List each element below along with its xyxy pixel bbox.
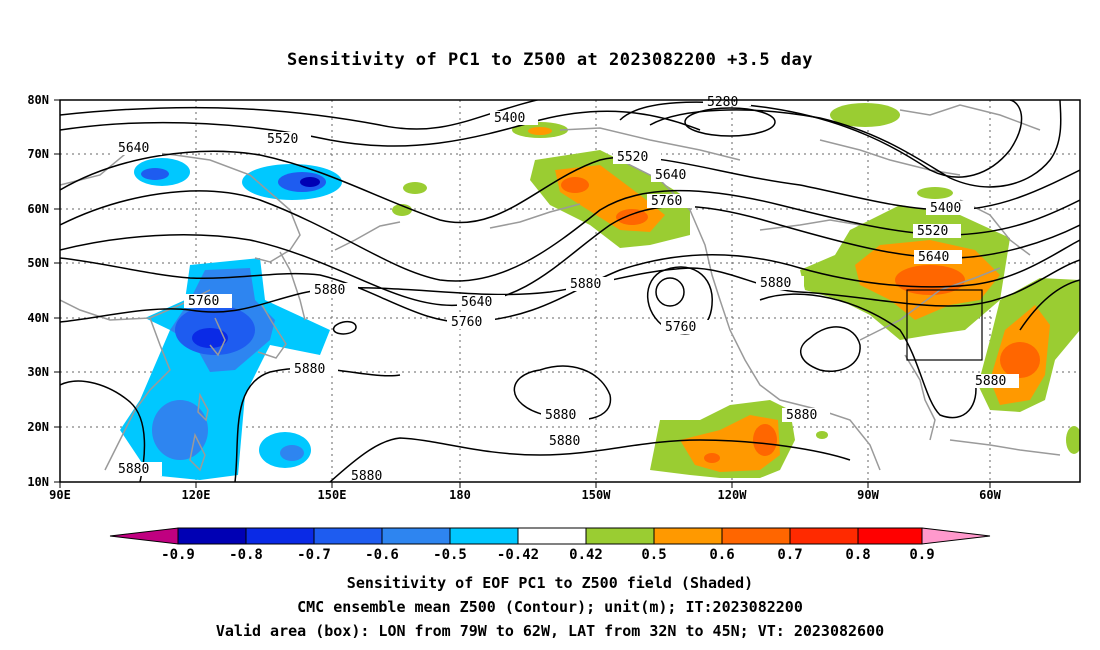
colorbar-segment bbox=[789, 527, 859, 545]
caption-shaded: Sensitivity of EOF PC1 to Z500 field (Sh… bbox=[346, 574, 754, 592]
lat-label: 20N bbox=[27, 420, 49, 434]
contour-label-5880: 5880 bbox=[294, 362, 325, 377]
colorbar-label: 0.6 bbox=[709, 547, 734, 563]
lat-label: 30N bbox=[27, 365, 49, 379]
colorbar-label: 0.8 bbox=[845, 547, 870, 563]
colorbar-triangle-low bbox=[109, 527, 179, 545]
contour-label-5760: 5760 bbox=[665, 320, 696, 335]
lon-label: 90W bbox=[857, 488, 879, 502]
contour-labels: 5280 5400 5400 5520 5520 5520 5640 5640 … bbox=[114, 95, 1019, 484]
contour-label-5760: 5760 bbox=[188, 294, 219, 309]
contour-label-5880: 5880 bbox=[549, 434, 580, 449]
colorbar-segment bbox=[585, 527, 655, 545]
colorbar-segment bbox=[721, 527, 791, 545]
contour-label-5520: 5520 bbox=[267, 132, 298, 147]
colorbar-segment bbox=[653, 527, 723, 545]
contour-label-5880: 5880 bbox=[760, 276, 791, 291]
lon-label: 180 bbox=[449, 488, 471, 502]
contour-label-5640: 5640 bbox=[655, 168, 686, 183]
colorbar-segment bbox=[517, 527, 587, 545]
colorbar-label: -0.7 bbox=[297, 547, 331, 563]
lon-label: 60W bbox=[979, 488, 1001, 502]
contour-label-5880: 5880 bbox=[314, 283, 345, 298]
contour-label-5640: 5640 bbox=[461, 295, 492, 310]
lon-label: 120W bbox=[718, 488, 748, 502]
colorbar-label: 0.42 bbox=[569, 547, 603, 563]
contour-label-5880: 5880 bbox=[351, 469, 382, 484]
lat-label: 70N bbox=[27, 147, 49, 161]
caption-valid-area: Valid area (box): LON from 79W to 62W, L… bbox=[215, 622, 885, 640]
contour-label-5640: 5640 bbox=[118, 141, 149, 156]
contour-label-5520: 5520 bbox=[617, 150, 648, 165]
lat-label: 50N bbox=[27, 256, 49, 270]
contour-label-5520: 5520 bbox=[917, 224, 948, 239]
axis-ticks bbox=[54, 99, 991, 488]
contour-label-5400: 5400 bbox=[930, 201, 961, 216]
colorbar-segment bbox=[857, 527, 923, 545]
contour-label-5760: 5760 bbox=[651, 194, 682, 209]
colorbar-label: 0.5 bbox=[641, 547, 666, 563]
longitude-labels: 90E 120E 150E 180 150W 120W 90W 60W bbox=[49, 488, 1001, 502]
colorbar-label: 0.9 bbox=[909, 547, 934, 563]
colorbar-label: -0.8 bbox=[229, 547, 263, 563]
lon-label: 150E bbox=[318, 488, 347, 502]
contour-label-5640: 5640 bbox=[918, 250, 949, 265]
colorbar-triangle-high bbox=[921, 527, 991, 545]
colorbar-label: 0.7 bbox=[777, 547, 802, 563]
lon-label: 150W bbox=[582, 488, 612, 502]
colorbar-label: -0.42 bbox=[497, 547, 539, 563]
contour-label-5880: 5880 bbox=[570, 277, 601, 292]
colorbar: -0.9 -0.8 -0.7 -0.6 -0.5 -0.42 0.42 0.5 … bbox=[109, 527, 991, 563]
negative-sensitivity-shading bbox=[120, 158, 342, 480]
colorbar-segment bbox=[449, 527, 519, 545]
contour-label-5760: 5760 bbox=[451, 315, 482, 330]
contour-label-5880: 5880 bbox=[118, 462, 149, 477]
contour-label-5880: 5880 bbox=[786, 408, 817, 423]
lat-label: 80N bbox=[27, 93, 49, 107]
valid-area-box bbox=[906, 289, 983, 361]
colorbar-segment bbox=[381, 527, 451, 545]
contour-label-5880: 5880 bbox=[975, 374, 1006, 389]
colorbar-segment bbox=[313, 527, 383, 545]
colorbar-label: -0.5 bbox=[433, 547, 467, 563]
colorbar-label: -0.6 bbox=[365, 547, 399, 563]
contour-label-5880: 5880 bbox=[545, 408, 576, 423]
map-title: Sensitivity of PC1 to Z500 at 2023082200… bbox=[286, 50, 813, 70]
lon-label: 90E bbox=[49, 488, 71, 502]
caption-contour: CMC ensemble mean Z500 (Contour); unit(m… bbox=[297, 598, 803, 616]
lat-label: 60N bbox=[27, 202, 49, 216]
colorbar-segment bbox=[177, 527, 247, 545]
plot-frame bbox=[59, 99, 1081, 483]
colorbar-label: -0.9 bbox=[161, 547, 195, 563]
colorbar-segment bbox=[245, 527, 315, 545]
contour-label-5280: 5280 bbox=[707, 95, 738, 110]
lat-label: 10N bbox=[27, 475, 49, 489]
latitude-labels: 80N 70N 60N 50N 40N 30N 20N 10N bbox=[27, 93, 49, 489]
lat-label: 40N bbox=[27, 311, 49, 325]
contour-label-5400: 5400 bbox=[494, 111, 525, 126]
lon-label: 120E bbox=[182, 488, 211, 502]
